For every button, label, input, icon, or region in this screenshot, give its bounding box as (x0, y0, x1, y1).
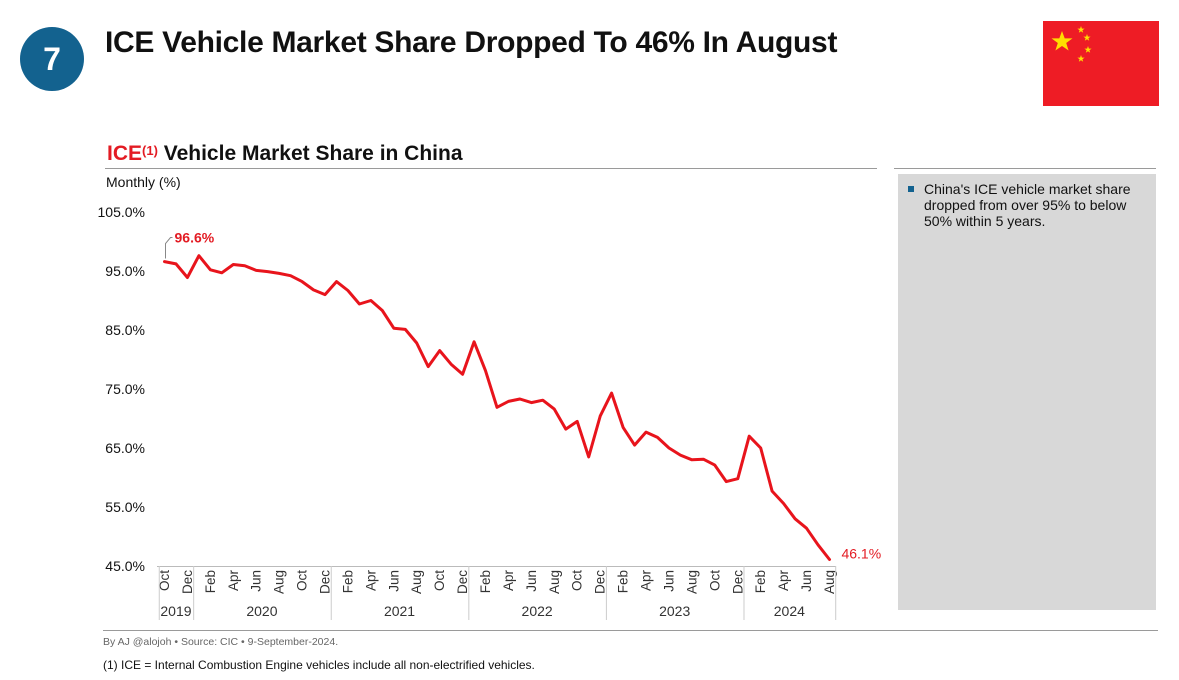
x-tick-label: Aug (822, 570, 837, 594)
x-tick-label: Dec (730, 570, 745, 594)
x-tick-label: Apr (226, 570, 241, 592)
y-tick-label: 85.0% (105, 322, 145, 338)
sidebar-note: China's ICE vehicle market share dropped… (908, 181, 1140, 229)
x-tick-label: Feb (478, 570, 493, 593)
footnote: (1) ICE = Internal Combustion Engine veh… (103, 658, 535, 672)
last-value-label: 46.1% (841, 546, 881, 562)
x-tick-label: Jun (524, 570, 539, 592)
x-year-label: 2022 (522, 603, 553, 619)
y-tick-label: 55.0% (105, 499, 145, 515)
x-tick-label: Feb (203, 570, 218, 593)
x-tick-label: Dec (593, 570, 608, 594)
x-tick-label: Aug (684, 570, 699, 594)
x-tick-label: Oct (295, 570, 310, 591)
source-byline: By AJ @alojoh • Source: CIC • 9-Septembe… (103, 636, 339, 648)
footer-divider (103, 630, 1158, 631)
first-value-leader (165, 237, 173, 259)
page-title: ICE Vehicle Market Share Dropped To 46% … (105, 26, 838, 59)
x-tick-label: Dec (180, 570, 195, 594)
sidebar-note-text: China's ICE vehicle market share dropped… (924, 181, 1131, 229)
chart-title-ice: ICE (107, 142, 143, 165)
y-tick-label: 105.0% (98, 204, 145, 220)
x-tick-label: Aug (547, 570, 562, 594)
x-tick-label: Dec (455, 570, 470, 594)
y-tick-label: 75.0% (105, 381, 145, 397)
x-tick-label: Feb (340, 570, 355, 593)
x-tick-label: Jun (661, 570, 676, 592)
x-tick-label: Feb (753, 570, 768, 593)
x-tick-label: Jun (799, 570, 814, 592)
x-tick-label: Jun (386, 570, 401, 592)
y-tick-label: 95.0% (105, 263, 145, 279)
chart-title-footnote-mark: (1) (142, 143, 158, 158)
series-line (163, 254, 831, 561)
x-tick-label: Apr (639, 570, 654, 592)
x-tick-label: Oct (432, 570, 447, 591)
y-tick-label: 65.0% (105, 440, 145, 456)
bullet-square-icon (908, 186, 914, 192)
x-tick-label: Oct (570, 570, 585, 591)
x-tick-label: Feb (616, 570, 631, 593)
x-tick-label: Aug (409, 570, 424, 594)
x-year-label: 2021 (384, 603, 415, 619)
x-tick-label: Oct (707, 570, 722, 591)
chart-title-rest: Vehicle Market Share in China (157, 142, 463, 165)
x-year-label: 2024 (774, 603, 805, 619)
sidebar-panel: China's ICE vehicle market share dropped… (898, 174, 1156, 610)
x-year-label: 2020 (246, 603, 277, 619)
x-tick-label: Apr (501, 570, 516, 592)
chart-title-divider (105, 168, 877, 169)
first-value-label: 96.6% (175, 230, 215, 246)
x-tick-label: Apr (776, 570, 791, 592)
x-tick-label: Oct (157, 570, 172, 591)
china-flag-icon (1043, 21, 1159, 106)
x-tick-label: Apr (363, 570, 378, 592)
x-tick-label: Aug (272, 570, 287, 594)
x-year-label: 2019 (160, 603, 191, 619)
sidebar-divider (894, 168, 1156, 169)
y-tick-label: 45.0% (105, 558, 145, 574)
chart-title: ICE(1) Vehicle Market Share in China (107, 142, 463, 166)
slide-number-badge: 7 (20, 27, 84, 91)
x-tick-label: Dec (318, 570, 333, 594)
chart-units-label: Monthly (%) (106, 174, 181, 190)
x-tick-label: Jun (249, 570, 264, 592)
x-year-label: 2023 (659, 603, 690, 619)
